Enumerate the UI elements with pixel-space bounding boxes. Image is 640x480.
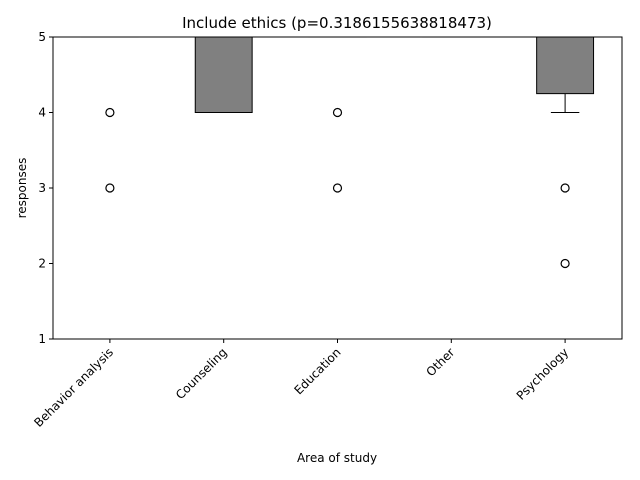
- outlier-point: [560, 183, 570, 193]
- box: [194, 36, 253, 113]
- x-axis-label: Area of study: [297, 451, 377, 465]
- box: [536, 36, 595, 95]
- y-tick-label: 1: [38, 332, 46, 346]
- outlier-point: [560, 258, 570, 269]
- chart-title: Include ethics (p=0.3186155638818473): [182, 14, 492, 32]
- plot-frame: [52, 36, 623, 340]
- outlier-point: [332, 107, 343, 118]
- x-tick-label: Counseling: [173, 345, 230, 402]
- outlier-point: [332, 183, 343, 193]
- outlier-point: [105, 183, 115, 193]
- y-axis-label: responses: [15, 158, 29, 219]
- plot-area: 1 2 3 4 5 Behavior analysis Counseling Educatio…: [31, 30, 623, 430]
- x-tick-label: Other: [423, 345, 457, 379]
- y-tick-label: 2: [38, 257, 46, 271]
- y-tick-label: 3: [38, 181, 46, 195]
- x-tick-label: Psychology: [514, 345, 572, 403]
- y-tick-label: 4: [38, 106, 46, 120]
- x-tick-label: Education: [291, 345, 343, 397]
- y-tick-label: 5: [38, 30, 46, 44]
- x-tick-label: Behavior analysis: [31, 345, 116, 430]
- outlier-point: [105, 107, 115, 118]
